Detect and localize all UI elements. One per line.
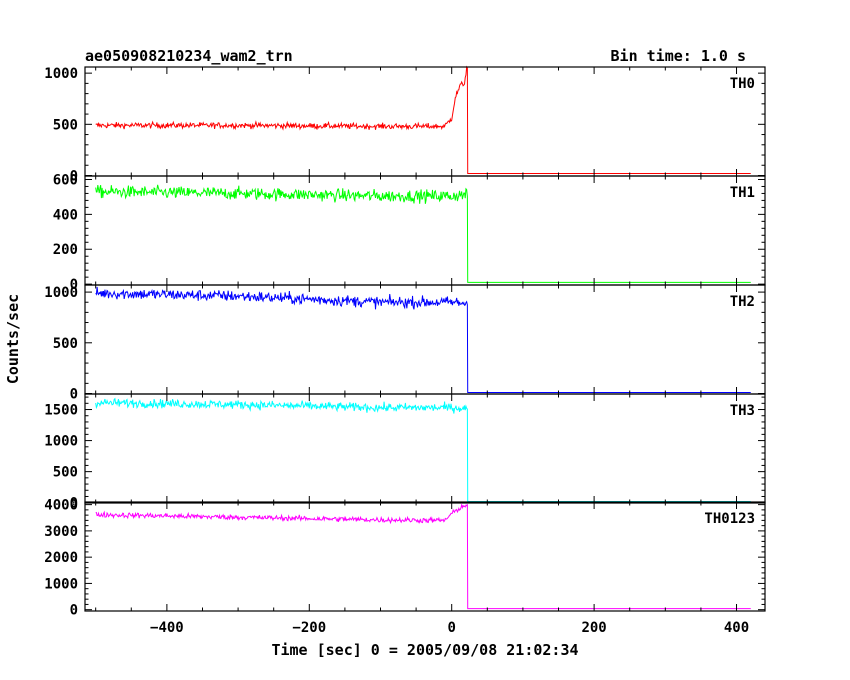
y-tick-label: 0 [70, 168, 78, 184]
panel-label-th2: TH2 [730, 294, 755, 310]
y-tick-label: 3000 [44, 524, 78, 540]
y-tick-label: 500 [53, 336, 78, 352]
panel-label-th3: TH3 [730, 403, 755, 419]
y-tick-label: 1000 [44, 285, 78, 301]
y-tick-label: 600 [53, 172, 78, 188]
chart-title: ae050908210234_wam2_trn [85, 47, 293, 65]
y-tick-label: 0 [70, 386, 78, 402]
y-tick-label: 1000 [44, 576, 78, 592]
y-tick-label: 2000 [44, 550, 78, 566]
series-line-th2 [95, 286, 751, 393]
panels-group: 0 500 1000 TH0 0 200 400 600 TH1 0 500 1000 TH2 0 500 1… [44, 65, 766, 619]
x-axis-label: Time [sec] 0 = 2005/09/08 21:02:34 [271, 641, 578, 659]
panel-frame [84, 501, 766, 612]
x-tick-label: 200 [581, 620, 606, 636]
series-line-th3 [95, 397, 751, 502]
y-tick-label: 0 [70, 603, 78, 619]
series-line-th0 [95, 65, 751, 174]
y-tick-label: 1500 [44, 403, 78, 419]
bin-time-label: Bin time: 1.0 s [611, 47, 746, 65]
x-tick-label: 400 [724, 620, 749, 636]
y-tick-label: 4000 [44, 498, 78, 514]
panel-th0123: 0 1000 2000 3000 4000 TH0123 [44, 498, 766, 619]
y-tick-label: 500 [53, 465, 78, 481]
panel-th2: 0 500 1000 TH2 [44, 284, 766, 402]
panel-th1: 0 200 400 600 TH1 [53, 172, 766, 293]
x-tick-label: −200 [292, 620, 326, 636]
panel-frame [84, 393, 766, 504]
x-tick-label: 0 [447, 620, 455, 636]
y-tick-label: 1000 [44, 66, 78, 82]
y-tick-label: 400 [53, 207, 78, 223]
y-tick-label: 500 [53, 117, 78, 133]
y-tick-label: 200 [53, 242, 78, 258]
series-line-th0123 [95, 503, 751, 610]
y-tick-label: 0 [70, 277, 78, 293]
panel-th0: 0 500 1000 TH0 [44, 65, 766, 184]
series-line-th1 [95, 184, 751, 283]
panel-label-th0123: TH0123 [704, 511, 755, 527]
panel-frame [84, 66, 766, 177]
y-tick-label: 1000 [44, 434, 78, 450]
y-axis-label: Counts/sec [4, 294, 22, 384]
panel-frame [84, 284, 766, 395]
x-tick-label: −400 [150, 620, 184, 636]
panel-label-th0: TH0 [730, 76, 755, 92]
panel-th3: 0 500 1000 1500 TH3 [44, 393, 766, 512]
y-tick-label: 0 [70, 496, 78, 512]
panel-label-th1: TH1 [730, 185, 755, 201]
x-tick-labels: −400 −200 0 200 400 [150, 620, 749, 636]
